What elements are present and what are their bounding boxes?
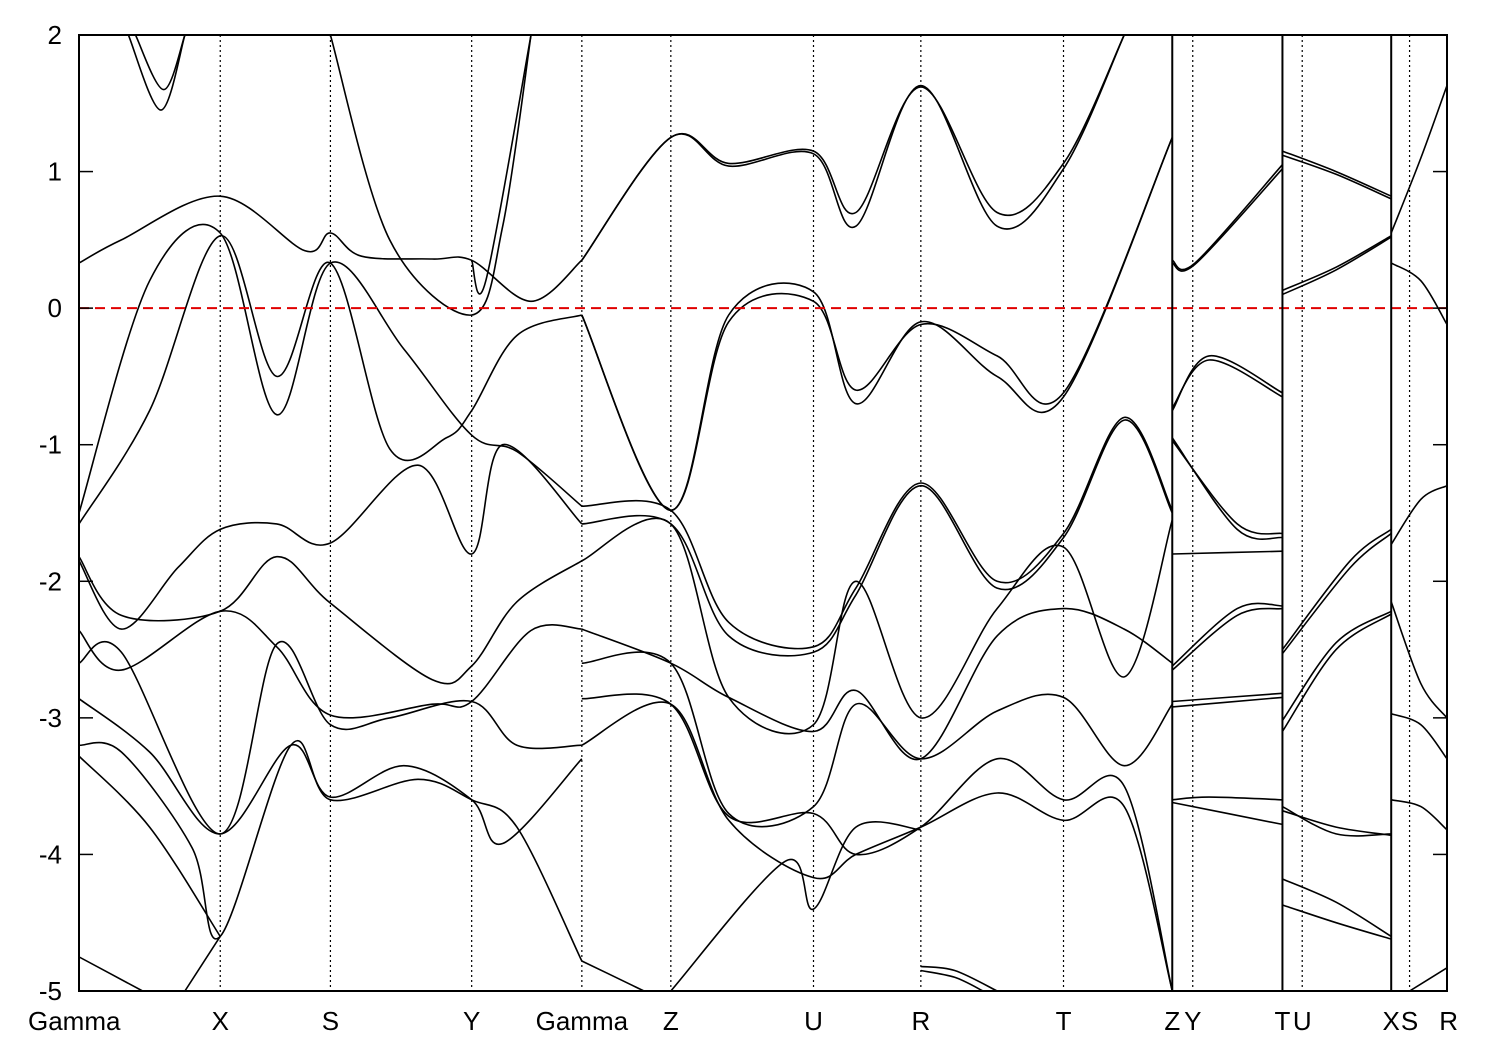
band-line bbox=[79, 223, 583, 514]
band-line bbox=[1282, 809, 1392, 837]
y-tick-label: -2 bbox=[39, 566, 62, 596]
band-line bbox=[581, 137, 1174, 512]
band-line bbox=[1171, 440, 1283, 535]
band-line bbox=[1282, 805, 1392, 837]
band-line bbox=[581, 419, 1174, 657]
x-tick-label: R bbox=[911, 1006, 930, 1036]
band-line bbox=[1282, 150, 1392, 197]
band-line bbox=[1282, 154, 1392, 200]
band-line bbox=[184, 935, 221, 991]
x-tick-label: X bbox=[212, 1006, 229, 1036]
band-line bbox=[1409, 967, 1447, 991]
band-line bbox=[581, 960, 645, 991]
band-line bbox=[581, 607, 1173, 761]
band-line bbox=[581, 416, 1174, 650]
y-tick-label: -5 bbox=[39, 976, 62, 1006]
x-tick-label: U bbox=[804, 1006, 823, 1036]
band-line bbox=[127, 35, 186, 111]
x-tick-label: Gamma bbox=[536, 1006, 629, 1036]
y-tick-label: 2 bbox=[48, 20, 62, 50]
x-tick-label: X bbox=[1383, 1006, 1400, 1036]
band-line bbox=[470, 35, 532, 295]
x-tick-label: U bbox=[1293, 1006, 1312, 1036]
band-line bbox=[1390, 601, 1447, 719]
band-line bbox=[79, 956, 143, 991]
band-line bbox=[79, 195, 583, 303]
band-line bbox=[79, 443, 583, 630]
y-tick-label: 1 bbox=[48, 157, 62, 187]
y-tick-label: -4 bbox=[39, 839, 62, 869]
x-tick-label: S bbox=[322, 1006, 339, 1036]
x-tick-label: Y bbox=[463, 1006, 480, 1036]
band-line bbox=[1281, 613, 1392, 732]
band-line bbox=[329, 35, 532, 316]
band-line bbox=[1282, 904, 1392, 940]
band-line bbox=[1171, 602, 1283, 667]
band-line bbox=[1390, 484, 1447, 545]
band-line bbox=[1172, 696, 1283, 708]
band-line bbox=[581, 701, 1174, 991]
band-line bbox=[79, 755, 221, 937]
band-line bbox=[1171, 168, 1283, 272]
x-tick-label: Y bbox=[1184, 1006, 1201, 1036]
band-line bbox=[1171, 607, 1283, 671]
band-line bbox=[1171, 437, 1283, 540]
x-axis: Gamma X S Y Gamma Z U R T Z Y T U X S R bbox=[28, 1006, 1458, 1036]
band-line bbox=[1171, 164, 1283, 271]
band-line bbox=[79, 555, 583, 685]
band-line bbox=[1390, 262, 1447, 325]
band-line bbox=[581, 517, 1174, 735]
band-line bbox=[1172, 801, 1283, 826]
x-tick-label: R bbox=[1439, 1006, 1458, 1036]
band-line bbox=[79, 698, 583, 846]
band-line bbox=[920, 965, 998, 991]
band-line bbox=[1390, 713, 1447, 760]
y-axis: 2 1 0 -1 -2 -3 -4 -5 bbox=[39, 20, 1447, 1006]
segment-breaks bbox=[1171, 35, 1393, 991]
band-line bbox=[1172, 692, 1283, 703]
band-line bbox=[920, 969, 984, 991]
band-line bbox=[581, 35, 1125, 261]
band-line bbox=[134, 35, 186, 91]
band-line bbox=[1282, 878, 1392, 938]
band-line bbox=[1171, 359, 1283, 409]
x-tick-label: T bbox=[1274, 1006, 1290, 1036]
y-tick-label: 0 bbox=[48, 293, 62, 323]
band-line bbox=[581, 137, 1174, 512]
y-tick-label: -1 bbox=[39, 430, 62, 460]
band-line bbox=[581, 35, 1125, 261]
y-tick-label: -3 bbox=[39, 703, 62, 733]
band-line bbox=[1282, 236, 1392, 296]
x-tick-label: S bbox=[1401, 1006, 1418, 1036]
x-tick-label: Z bbox=[663, 1006, 679, 1036]
band-line bbox=[1281, 610, 1392, 722]
band-lines bbox=[79, 35, 1447, 991]
x-tick-label: Z bbox=[1164, 1006, 1180, 1036]
band-line bbox=[1390, 85, 1447, 234]
band-line bbox=[79, 640, 582, 835]
band-line bbox=[581, 693, 1174, 991]
band-line bbox=[1172, 550, 1283, 555]
band-line bbox=[581, 651, 1173, 828]
band-line bbox=[1391, 799, 1447, 831]
band-line bbox=[1281, 528, 1392, 651]
x-tick-label: T bbox=[1056, 1006, 1072, 1036]
band-line bbox=[1281, 532, 1392, 655]
band-line bbox=[1282, 235, 1392, 292]
band-line bbox=[670, 821, 921, 991]
band-line bbox=[1172, 796, 1283, 801]
band-line bbox=[79, 740, 583, 962]
band-line bbox=[79, 610, 582, 719]
kpoint-gridlines bbox=[219, 35, 1411, 991]
plot-frame bbox=[78, 34, 1448, 992]
x-tick-label: Gamma bbox=[28, 1006, 121, 1036]
